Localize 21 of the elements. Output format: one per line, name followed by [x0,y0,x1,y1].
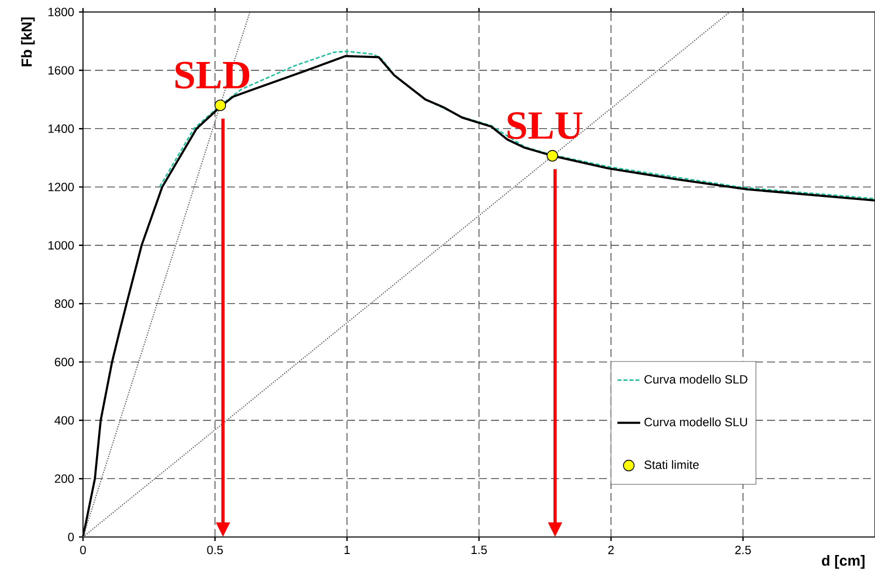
y-axis-title: Fb [kN] [21,18,35,66]
y-tick-label: 1400 [48,124,74,133]
y-tick-label: 200 [54,474,74,483]
y-tick-label: 0 [68,532,74,542]
x-tick-label: 0 [80,546,86,554]
x-tick-label: 2.5 [735,546,751,554]
x-axis-title: d [cm] [822,555,864,569]
y-tick-label: 400 [54,416,74,425]
legend-label: Curva modello SLU [644,417,747,426]
y-tick-label: 800 [54,299,74,308]
y-tick-label: 1800 [48,8,74,16]
legend-label: Stati limite [644,460,699,470]
x-tick-label: 1 [344,546,350,554]
legend-label: Curva modello SLD [644,374,748,384]
y-tick-label: 600 [54,358,74,366]
x-tick-label: 1.5 [472,546,487,554]
x-tick-label: 0.5 [207,546,223,554]
x-tick-label: 2 [608,546,614,554]
y-tick-label: 1000 [48,241,74,250]
y-tick-label: 1200 [48,182,74,192]
y-tick-label: 1600 [48,66,74,75]
